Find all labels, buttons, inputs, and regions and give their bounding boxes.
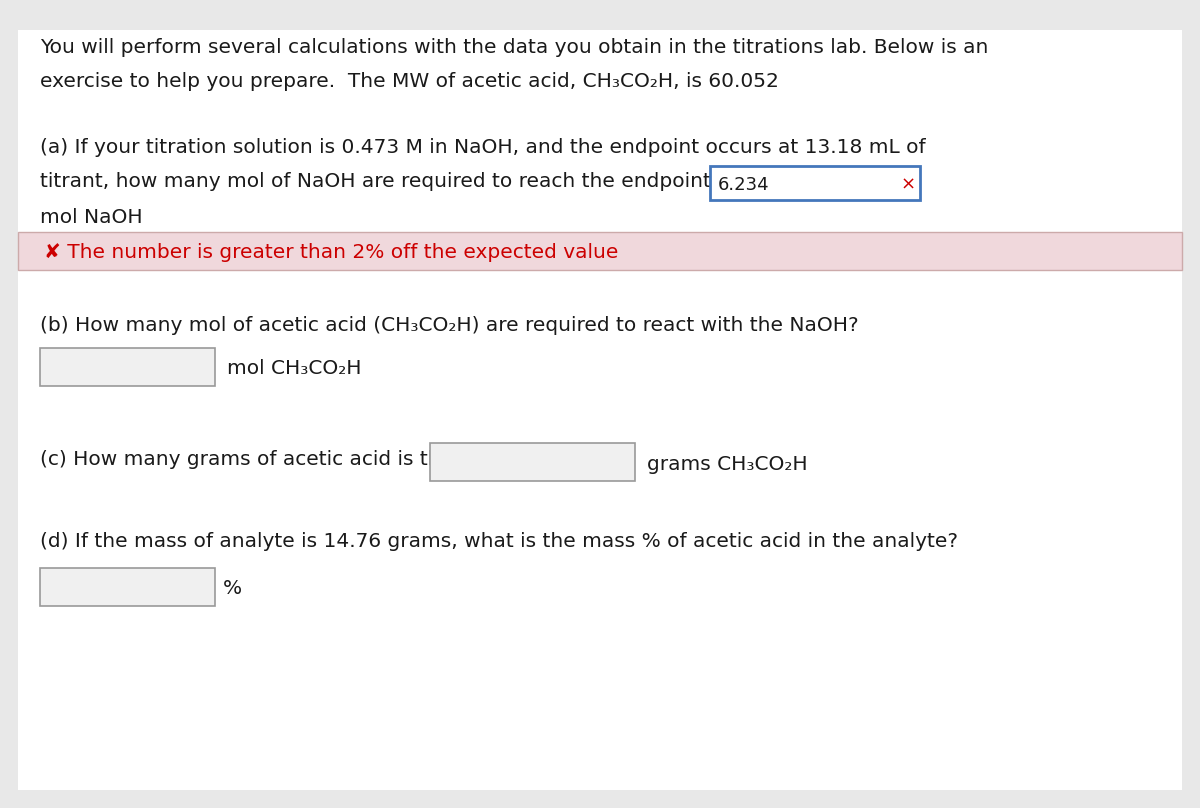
Text: exercise to help you prepare.  The MW of acetic acid, CH₃CO₂H, is 60.052: exercise to help you prepare. The MW of … bbox=[40, 72, 779, 91]
Text: 6.234: 6.234 bbox=[718, 176, 769, 194]
FancyBboxPatch shape bbox=[430, 443, 635, 481]
Text: titrant, how many mol of NaOH are required to reach the endpoint?: titrant, how many mol of NaOH are requir… bbox=[40, 172, 721, 191]
Text: %: % bbox=[223, 579, 242, 599]
Text: mol NaOH: mol NaOH bbox=[40, 208, 143, 227]
FancyBboxPatch shape bbox=[18, 232, 1182, 270]
Text: ×: × bbox=[900, 176, 916, 194]
Text: (a) If your titration solution is 0.473 M in NaOH, and the endpoint occurs at 13: (a) If your titration solution is 0.473 … bbox=[40, 138, 925, 157]
FancyBboxPatch shape bbox=[40, 348, 215, 386]
FancyBboxPatch shape bbox=[40, 568, 215, 606]
Text: grams CH₃CO₂H: grams CH₃CO₂H bbox=[647, 454, 808, 473]
Text: mol CH₃CO₂H: mol CH₃CO₂H bbox=[227, 360, 361, 378]
Text: ✘ The number is greater than 2% off the expected value: ✘ The number is greater than 2% off the … bbox=[44, 243, 618, 263]
FancyBboxPatch shape bbox=[710, 166, 920, 200]
Text: (c) How many grams of acetic acid is this?: (c) How many grams of acetic acid is thi… bbox=[40, 450, 467, 469]
FancyBboxPatch shape bbox=[18, 30, 1182, 790]
Text: (b) How many mol of acetic acid (CH₃CO₂H) are required to react with the NaOH?: (b) How many mol of acetic acid (CH₃CO₂H… bbox=[40, 316, 859, 335]
Text: You will perform several calculations with the data you obtain in the titrations: You will perform several calculations wi… bbox=[40, 38, 989, 57]
Text: (d) If the mass of analyte is 14.76 grams, what is the mass % of acetic acid in : (d) If the mass of analyte is 14.76 gram… bbox=[40, 532, 958, 551]
